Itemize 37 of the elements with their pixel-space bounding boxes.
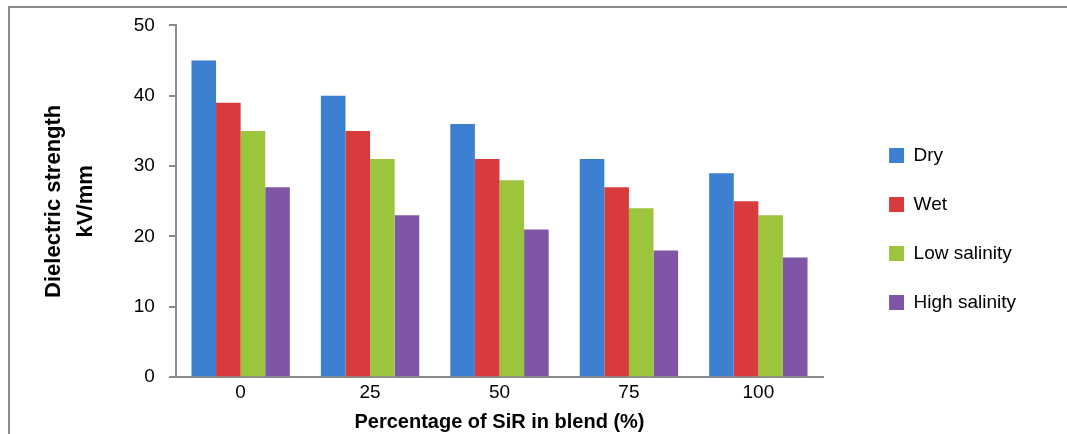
- legend-label: Wet: [913, 192, 948, 214]
- bar: [394, 215, 420, 377]
- bar: [782, 257, 808, 377]
- bar: [524, 229, 549, 377]
- bar: [579, 159, 605, 377]
- bar: [345, 130, 371, 377]
- bar: [653, 250, 679, 377]
- bar: [604, 187, 629, 377]
- y-tick-label: 20: [133, 224, 155, 246]
- bar: [474, 159, 500, 377]
- bar: [733, 201, 759, 377]
- x-tick-label: 50: [488, 380, 511, 402]
- x-tick-label: 100: [742, 380, 775, 402]
- x-tick-label: 75: [618, 380, 640, 402]
- y-tick-label: 40: [133, 83, 155, 105]
- bar: [240, 130, 266, 377]
- x-tick-label: 0: [235, 380, 246, 402]
- bar: [216, 102, 241, 377]
- x-axis-title: Percentage of SiR in blend (%): [354, 409, 645, 432]
- bar: [758, 215, 783, 377]
- y-axis-title: Dielectric strength kV/mm: [40, 104, 97, 298]
- legend-label: Low salinity: [913, 241, 1013, 263]
- bar: [265, 187, 290, 377]
- y-tick-label: 30: [133, 154, 155, 176]
- bar: [191, 60, 217, 377]
- bar: [370, 159, 395, 377]
- y-tick-label: 10: [133, 295, 155, 317]
- legend-label: Dry: [913, 143, 944, 165]
- bar: [320, 95, 346, 377]
- legend-label: High salinity: [913, 290, 1017, 312]
- bar: [450, 123, 475, 377]
- y-tick-label: 0: [144, 365, 155, 387]
- bar: [709, 173, 734, 377]
- bar: [499, 180, 525, 377]
- y-tick-label: 50: [133, 13, 155, 35]
- bar: [628, 208, 654, 377]
- x-tick-label: 25: [359, 380, 381, 402]
